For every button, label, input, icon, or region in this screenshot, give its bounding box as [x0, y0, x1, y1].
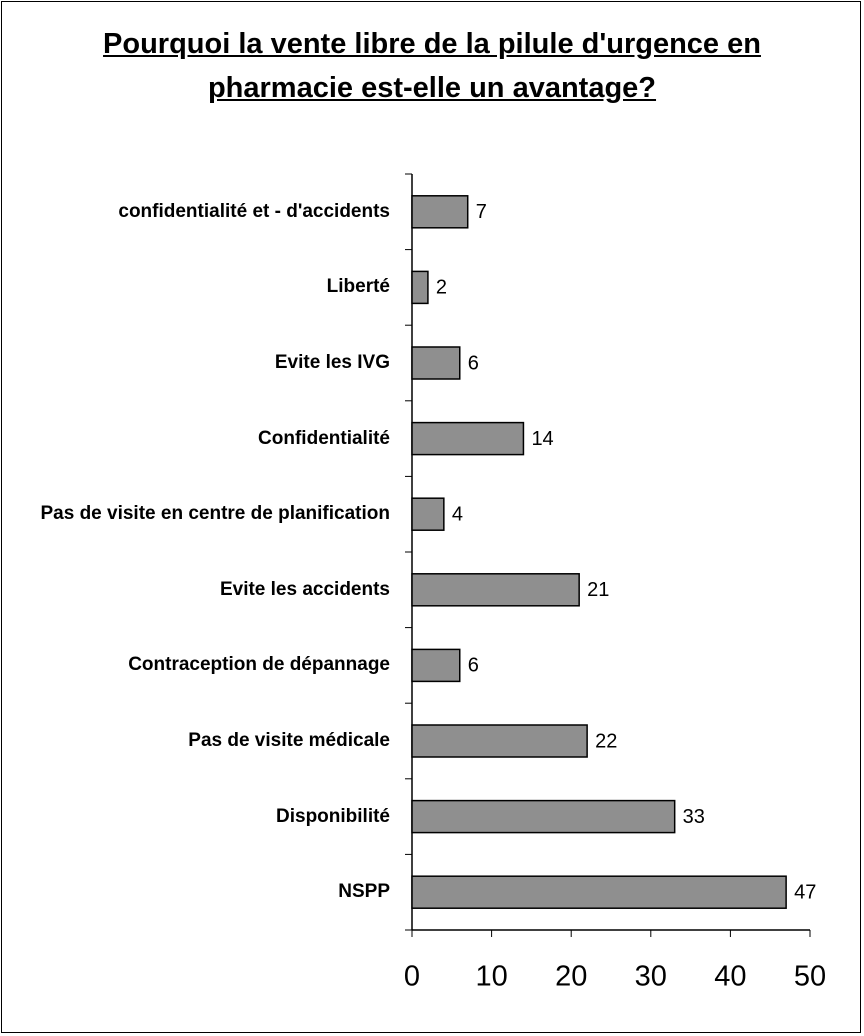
bar: [411, 875, 787, 909]
value-label: 47: [794, 881, 816, 903]
value-label: 14: [531, 428, 553, 450]
value-label: 6: [468, 655, 479, 677]
x-tick-label: 0: [404, 961, 420, 993]
y-tick-label: Confidentialité: [258, 427, 390, 449]
value-label: 21: [587, 579, 609, 601]
bar: [411, 799, 676, 834]
y-tick-label: Contraception de dépannage: [128, 654, 390, 676]
y-tick-label: Evite les accidents: [219, 578, 390, 600]
bar: [411, 195, 469, 229]
y-tick-label: Liberté: [326, 276, 390, 298]
bar: [411, 724, 588, 758]
value-label: 7: [476, 201, 487, 223]
x-tick-label: 50: [794, 961, 826, 993]
x-tick-label: 30: [635, 961, 667, 993]
x-tick-label: 40: [714, 961, 746, 993]
chart-title: Pourquoi la vente libre de la pilule d'u…: [103, 28, 761, 104]
y-tick-label: Evite les IVG: [274, 352, 390, 373]
bar: [411, 648, 461, 683]
bar: [411, 346, 461, 380]
value-label: 33: [683, 806, 705, 828]
value-label: 6: [468, 352, 479, 374]
value-label: 4: [452, 503, 463, 525]
x-tick-label: 10: [475, 961, 507, 993]
y-tick-label: NSPP: [338, 881, 390, 903]
y-tick-label: confidentialité et - d'accidents: [118, 200, 390, 222]
bar: [411, 497, 445, 531]
y-tick-label: Disponibilité: [276, 805, 390, 827]
y-tick-label: Pas de visite en centre de planification: [40, 503, 390, 525]
value-label: 22: [595, 730, 617, 752]
value-label: 2: [436, 277, 447, 299]
bar: [411, 573, 580, 607]
bar: [411, 421, 525, 456]
x-tick-label: 20: [555, 961, 587, 993]
y-tick-label: Pas de visite médicale: [188, 730, 390, 751]
bar: [411, 270, 429, 305]
